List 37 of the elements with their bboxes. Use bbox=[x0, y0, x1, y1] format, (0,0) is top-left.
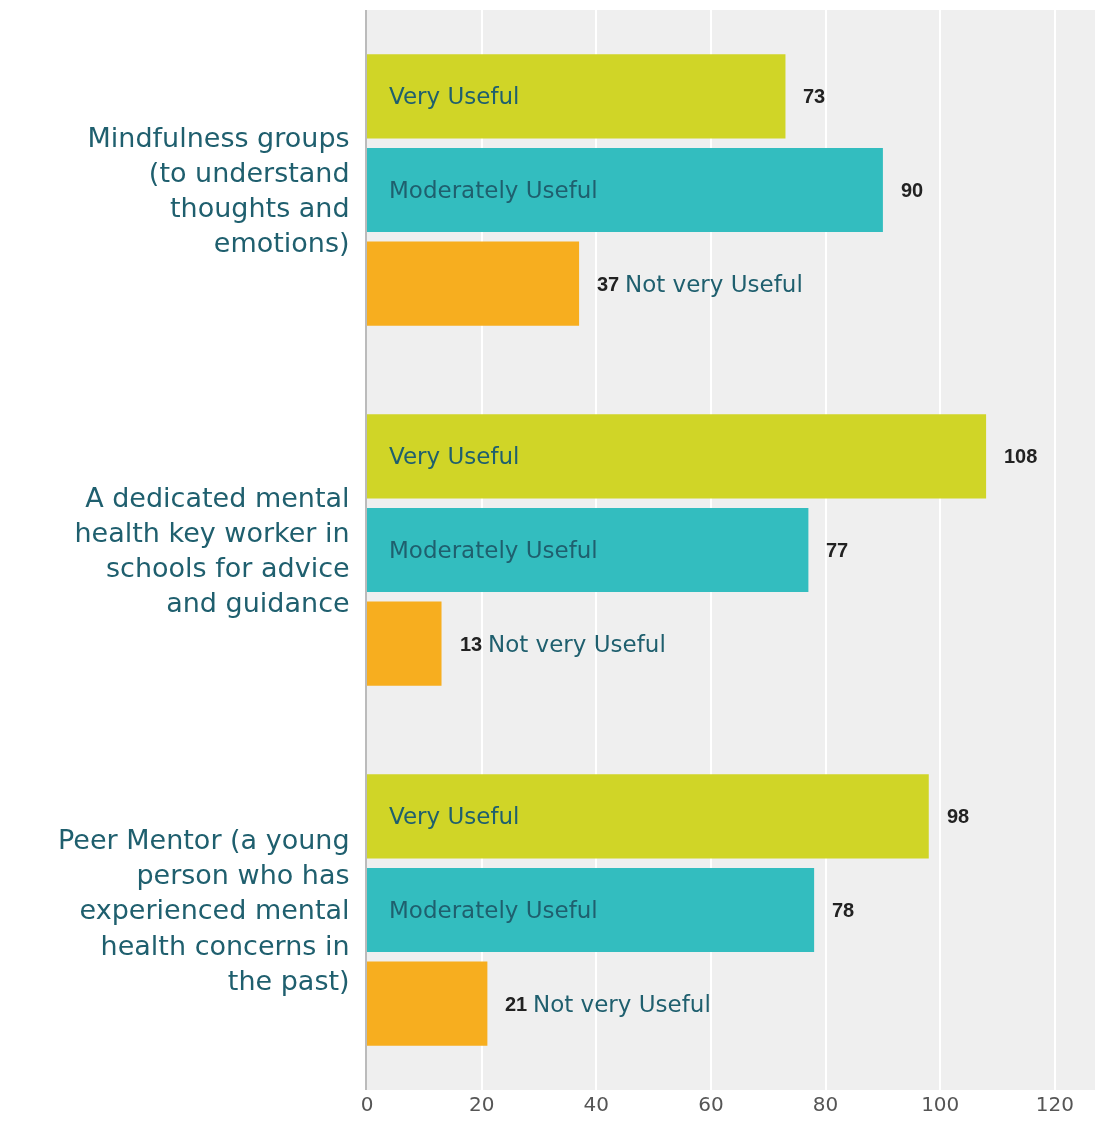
data-label: 73 bbox=[803, 85, 826, 107]
series-label: Not very Useful bbox=[533, 991, 711, 1017]
bar bbox=[367, 774, 929, 859]
data-label: 108 bbox=[1004, 445, 1038, 467]
bar bbox=[367, 961, 488, 1046]
y-tick-label: A dedicated mental health key worker in schools for advice and guidance bbox=[74, 481, 350, 619]
data-label: 13 bbox=[460, 633, 483, 655]
bar bbox=[367, 414, 987, 499]
bar bbox=[367, 54, 786, 139]
data-label: 77 bbox=[826, 539, 849, 561]
bar bbox=[367, 241, 580, 326]
x-tick-label: 120 bbox=[1035, 1092, 1074, 1116]
x-tick-label: 40 bbox=[583, 1092, 610, 1116]
data-label: 98 bbox=[947, 805, 970, 827]
bar bbox=[367, 147, 883, 233]
data-label: 37 bbox=[597, 273, 620, 295]
bar bbox=[367, 601, 442, 686]
text: Moderately Useful bbox=[389, 537, 598, 563]
text: Not very Useful bbox=[625, 271, 803, 297]
x-tick-label: 100 bbox=[921, 1092, 960, 1116]
x-tick-label: 80 bbox=[812, 1092, 839, 1116]
text: Not very Useful bbox=[488, 631, 666, 657]
text: Very Useful bbox=[389, 803, 520, 829]
x-tick-label: 0 bbox=[360, 1092, 374, 1116]
series-label: Very Useful bbox=[389, 83, 520, 109]
bar bbox=[367, 507, 809, 593]
data-label: 90 bbox=[901, 179, 924, 201]
y-tick-label: Peer Mentor (a young person who has experienced mental health concerns in the past) bbox=[58, 824, 350, 996]
series-label: Moderately Useful bbox=[389, 177, 598, 203]
text: Very Useful bbox=[389, 443, 520, 469]
bar bbox=[367, 867, 815, 953]
y-tick-label: Mindfulness groups (to understand thoughts and emotions) bbox=[87, 121, 350, 259]
data-label: 78 bbox=[832, 899, 855, 921]
x-tick-label: 60 bbox=[698, 1092, 724, 1116]
data-label: 21 bbox=[505, 993, 528, 1015]
text: Moderately Useful bbox=[389, 897, 598, 923]
x-tick-label: 20 bbox=[468, 1092, 495, 1116]
